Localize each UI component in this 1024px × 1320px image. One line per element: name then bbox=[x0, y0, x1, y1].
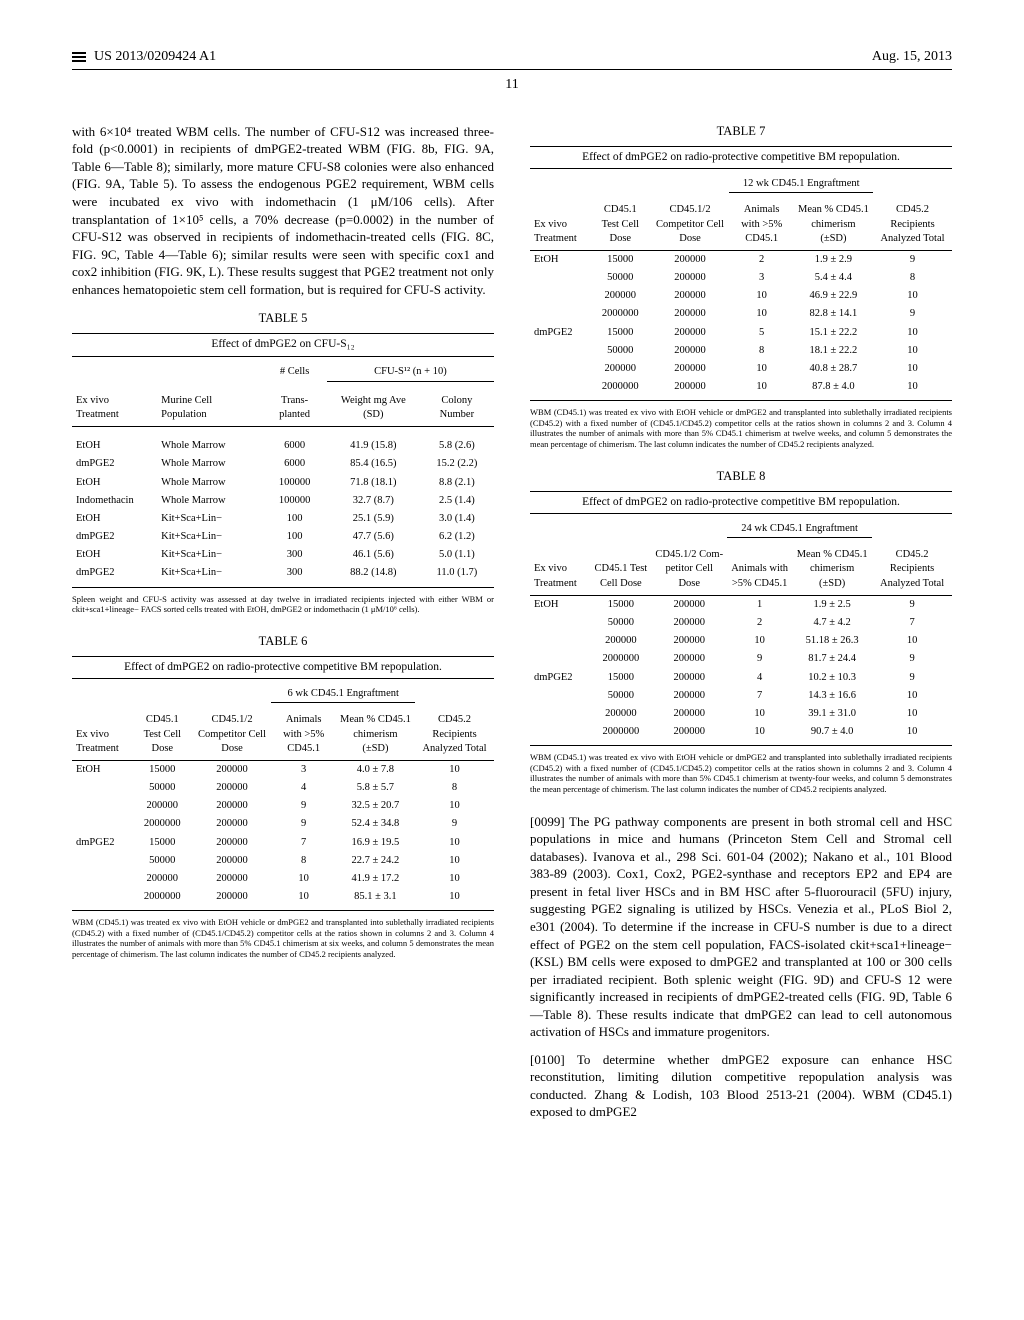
table-row: 50000200000822.7 ± 24.210 bbox=[72, 852, 494, 870]
table5-label: TABLE 5 bbox=[72, 310, 494, 327]
doc-id: US 2013/0209424 A1 bbox=[94, 48, 216, 67]
table-row: EtOHKit+Sca+Lin−30046.1 (5.6)5.0 (1.1) bbox=[72, 546, 494, 564]
table6-table: 6 wk CD45.1 Engraftment Ex vivo Treatmen… bbox=[72, 685, 494, 908]
table8-label: TABLE 8 bbox=[530, 468, 952, 485]
table5: TABLE 5 Effect of dmPGE2 on CFU-S₁₂ # Ce… bbox=[72, 310, 494, 615]
para-0100: [0100] To determine whether dmPGE2 expos… bbox=[530, 1051, 952, 1121]
table-row: EtOHWhole Marrow600041.9 (15.8)5.8 (2.6) bbox=[72, 437, 494, 455]
table-row: 2000002000001051.18 ± 26.310 bbox=[530, 632, 952, 650]
table5-table: # Cells CFU-S¹² (n + 10) Ex vivo Treatme… bbox=[72, 363, 494, 585]
table8-footnote: WBM (CD45.1) was treated ex vivo with Et… bbox=[530, 752, 952, 795]
table-row: 2000002000001040.8 ± 28.710 bbox=[530, 360, 952, 378]
table6-label: TABLE 6 bbox=[72, 633, 494, 650]
right-column: TABLE 7 Effect of dmPGE2 on radio-protec… bbox=[530, 123, 952, 1131]
table5-footnote: Spleen weight and CFU-S activity was ass… bbox=[72, 594, 494, 615]
table7: TABLE 7 Effect of dmPGE2 on radio-protec… bbox=[530, 123, 952, 450]
table-row: 200000200000932.5 ± 20.710 bbox=[72, 797, 494, 815]
table6-headers: Ex vivo Treatment CD45.1 Test Cell Dose … bbox=[72, 711, 494, 760]
para-0100-label: [0100] bbox=[530, 1052, 565, 1067]
header-left: US 2013/0209424 A1 bbox=[72, 48, 216, 67]
table6: TABLE 6 Effect of dmPGE2 on radio-protec… bbox=[72, 633, 494, 960]
page-header: US 2013/0209424 A1 Aug. 15, 2013 bbox=[72, 48, 952, 70]
table7-label: TABLE 7 bbox=[530, 123, 952, 140]
table6-title: Effect of dmPGE2 on radio-protective com… bbox=[72, 656, 494, 680]
table-row: EtOHKit+Sca+Lin−10025.1 (5.9)3.0 (1.4) bbox=[72, 510, 494, 528]
table-row: 50000200000714.3 ± 16.610 bbox=[530, 687, 952, 705]
table7-table: 12 wk CD45.1 Engraftment Ex vivo Treatme… bbox=[530, 175, 952, 398]
content-columns: with 6×10⁴ treated WBM cells. The number… bbox=[72, 123, 952, 1131]
table5-headers: Ex vivo Treatment Murine Cell Population… bbox=[72, 392, 494, 427]
table-row: 20000002000001085.1 ± 3.110 bbox=[72, 888, 494, 908]
table6-footnote: WBM (CD45.1) was treated ex vivo with Et… bbox=[72, 917, 494, 960]
table7-engraft: 12 wk CD45.1 Engraftment bbox=[729, 175, 873, 193]
table7-title: Effect of dmPGE2 on radio-protective com… bbox=[530, 146, 952, 170]
table8-table: 24 wk CD45.1 Engraftment Ex vivo Treatme… bbox=[530, 520, 952, 743]
header-bars-icon bbox=[72, 52, 86, 62]
left-column: with 6×10⁴ treated WBM cells. The number… bbox=[72, 123, 494, 1131]
table8: TABLE 8 Effect of dmPGE2 on radio-protec… bbox=[530, 468, 952, 795]
para-0100-text: To determine whether dmPGE2 exposure can… bbox=[530, 1052, 952, 1120]
table-row: dmPGE2Whole Marrow600085.4 (16.5)15.2 (2… bbox=[72, 455, 494, 473]
page-number: 11 bbox=[72, 76, 952, 95]
table-row: 2000002000001046.9 ± 22.910 bbox=[530, 287, 952, 305]
table-row: EtOHWhole Marrow10000071.8 (18.1)8.8 (2.… bbox=[72, 474, 494, 492]
table-row: dmPGE215000200000410.2 ± 10.39 bbox=[530, 669, 952, 687]
table-row: 5000020000045.8 ± 5.78 bbox=[72, 779, 494, 797]
table-row: 2000002000001039.1 ± 31.010 bbox=[530, 705, 952, 723]
table-row: dmPGE2Kit+Sca+Lin−30088.2 (14.8)11.0 (1.… bbox=[72, 564, 494, 584]
para-0099: [0099] The PG pathway components are pre… bbox=[530, 813, 952, 1041]
para-0099-label: [0099] bbox=[530, 814, 565, 829]
table-row: 50000200000818.1 ± 22.210 bbox=[530, 342, 952, 360]
table-row: 20000002000001087.8 ± 4.010 bbox=[530, 378, 952, 398]
table-row: 2000002000001041.9 ± 17.210 bbox=[72, 870, 494, 888]
table-row: dmPGE215000200000515.1 ± 22.210 bbox=[530, 324, 952, 342]
table-row: dmPGE215000200000716.9 ± 19.510 bbox=[72, 834, 494, 852]
header-date: Aug. 15, 2013 bbox=[872, 48, 952, 67]
table-row: 2000000200000952.4 ± 34.89 bbox=[72, 815, 494, 833]
table-row: 5000020000024.7 ± 4.27 bbox=[530, 614, 952, 632]
table5-group-left: # Cells bbox=[262, 363, 327, 382]
table6-engraft: 6 wk CD45.1 Engraftment bbox=[271, 685, 415, 703]
table-row: IndomethacinWhole Marrow10000032.7 (8.7)… bbox=[72, 492, 494, 510]
table-row: EtOH1500020000021.9 ± 2.99 bbox=[530, 250, 952, 269]
table-row: 5000020000035.4 ± 4.48 bbox=[530, 269, 952, 287]
table5-group-right: CFU-S¹² (n + 10) bbox=[327, 363, 494, 382]
table8-headers: Ex vivo Treatment CD45.1 Test Cell Dose … bbox=[530, 546, 952, 595]
table-row: 20000002000001082.8 ± 14.19 bbox=[530, 305, 952, 323]
table-row: EtOH1500020000034.0 ± 7.810 bbox=[72, 760, 494, 779]
intro-paragraph: with 6×10⁴ treated WBM cells. The number… bbox=[72, 123, 494, 298]
table5-title: Effect of dmPGE2 on CFU-S₁₂ bbox=[72, 333, 494, 357]
table-row: EtOH1500020000011.9 ± 2.59 bbox=[530, 595, 952, 614]
table-row: dmPGE2Kit+Sca+Lin−10047.7 (5.6)6.2 (1.2) bbox=[72, 528, 494, 546]
table7-footnote: WBM (CD45.1) was treated ex vivo with Et… bbox=[530, 407, 952, 450]
table-row: 2000000200000981.7 ± 24.49 bbox=[530, 650, 952, 668]
table8-title: Effect of dmPGE2 on radio-protective com… bbox=[530, 491, 952, 515]
table8-engraft: 24 wk CD45.1 Engraftment bbox=[727, 520, 872, 538]
para-0099-text: The PG pathway components are present in… bbox=[530, 814, 952, 1040]
table-row: 20000002000001090.7 ± 4.010 bbox=[530, 723, 952, 743]
table7-headers: Ex vivo Treatment CD45.1 Test Cell Dose … bbox=[530, 201, 952, 250]
